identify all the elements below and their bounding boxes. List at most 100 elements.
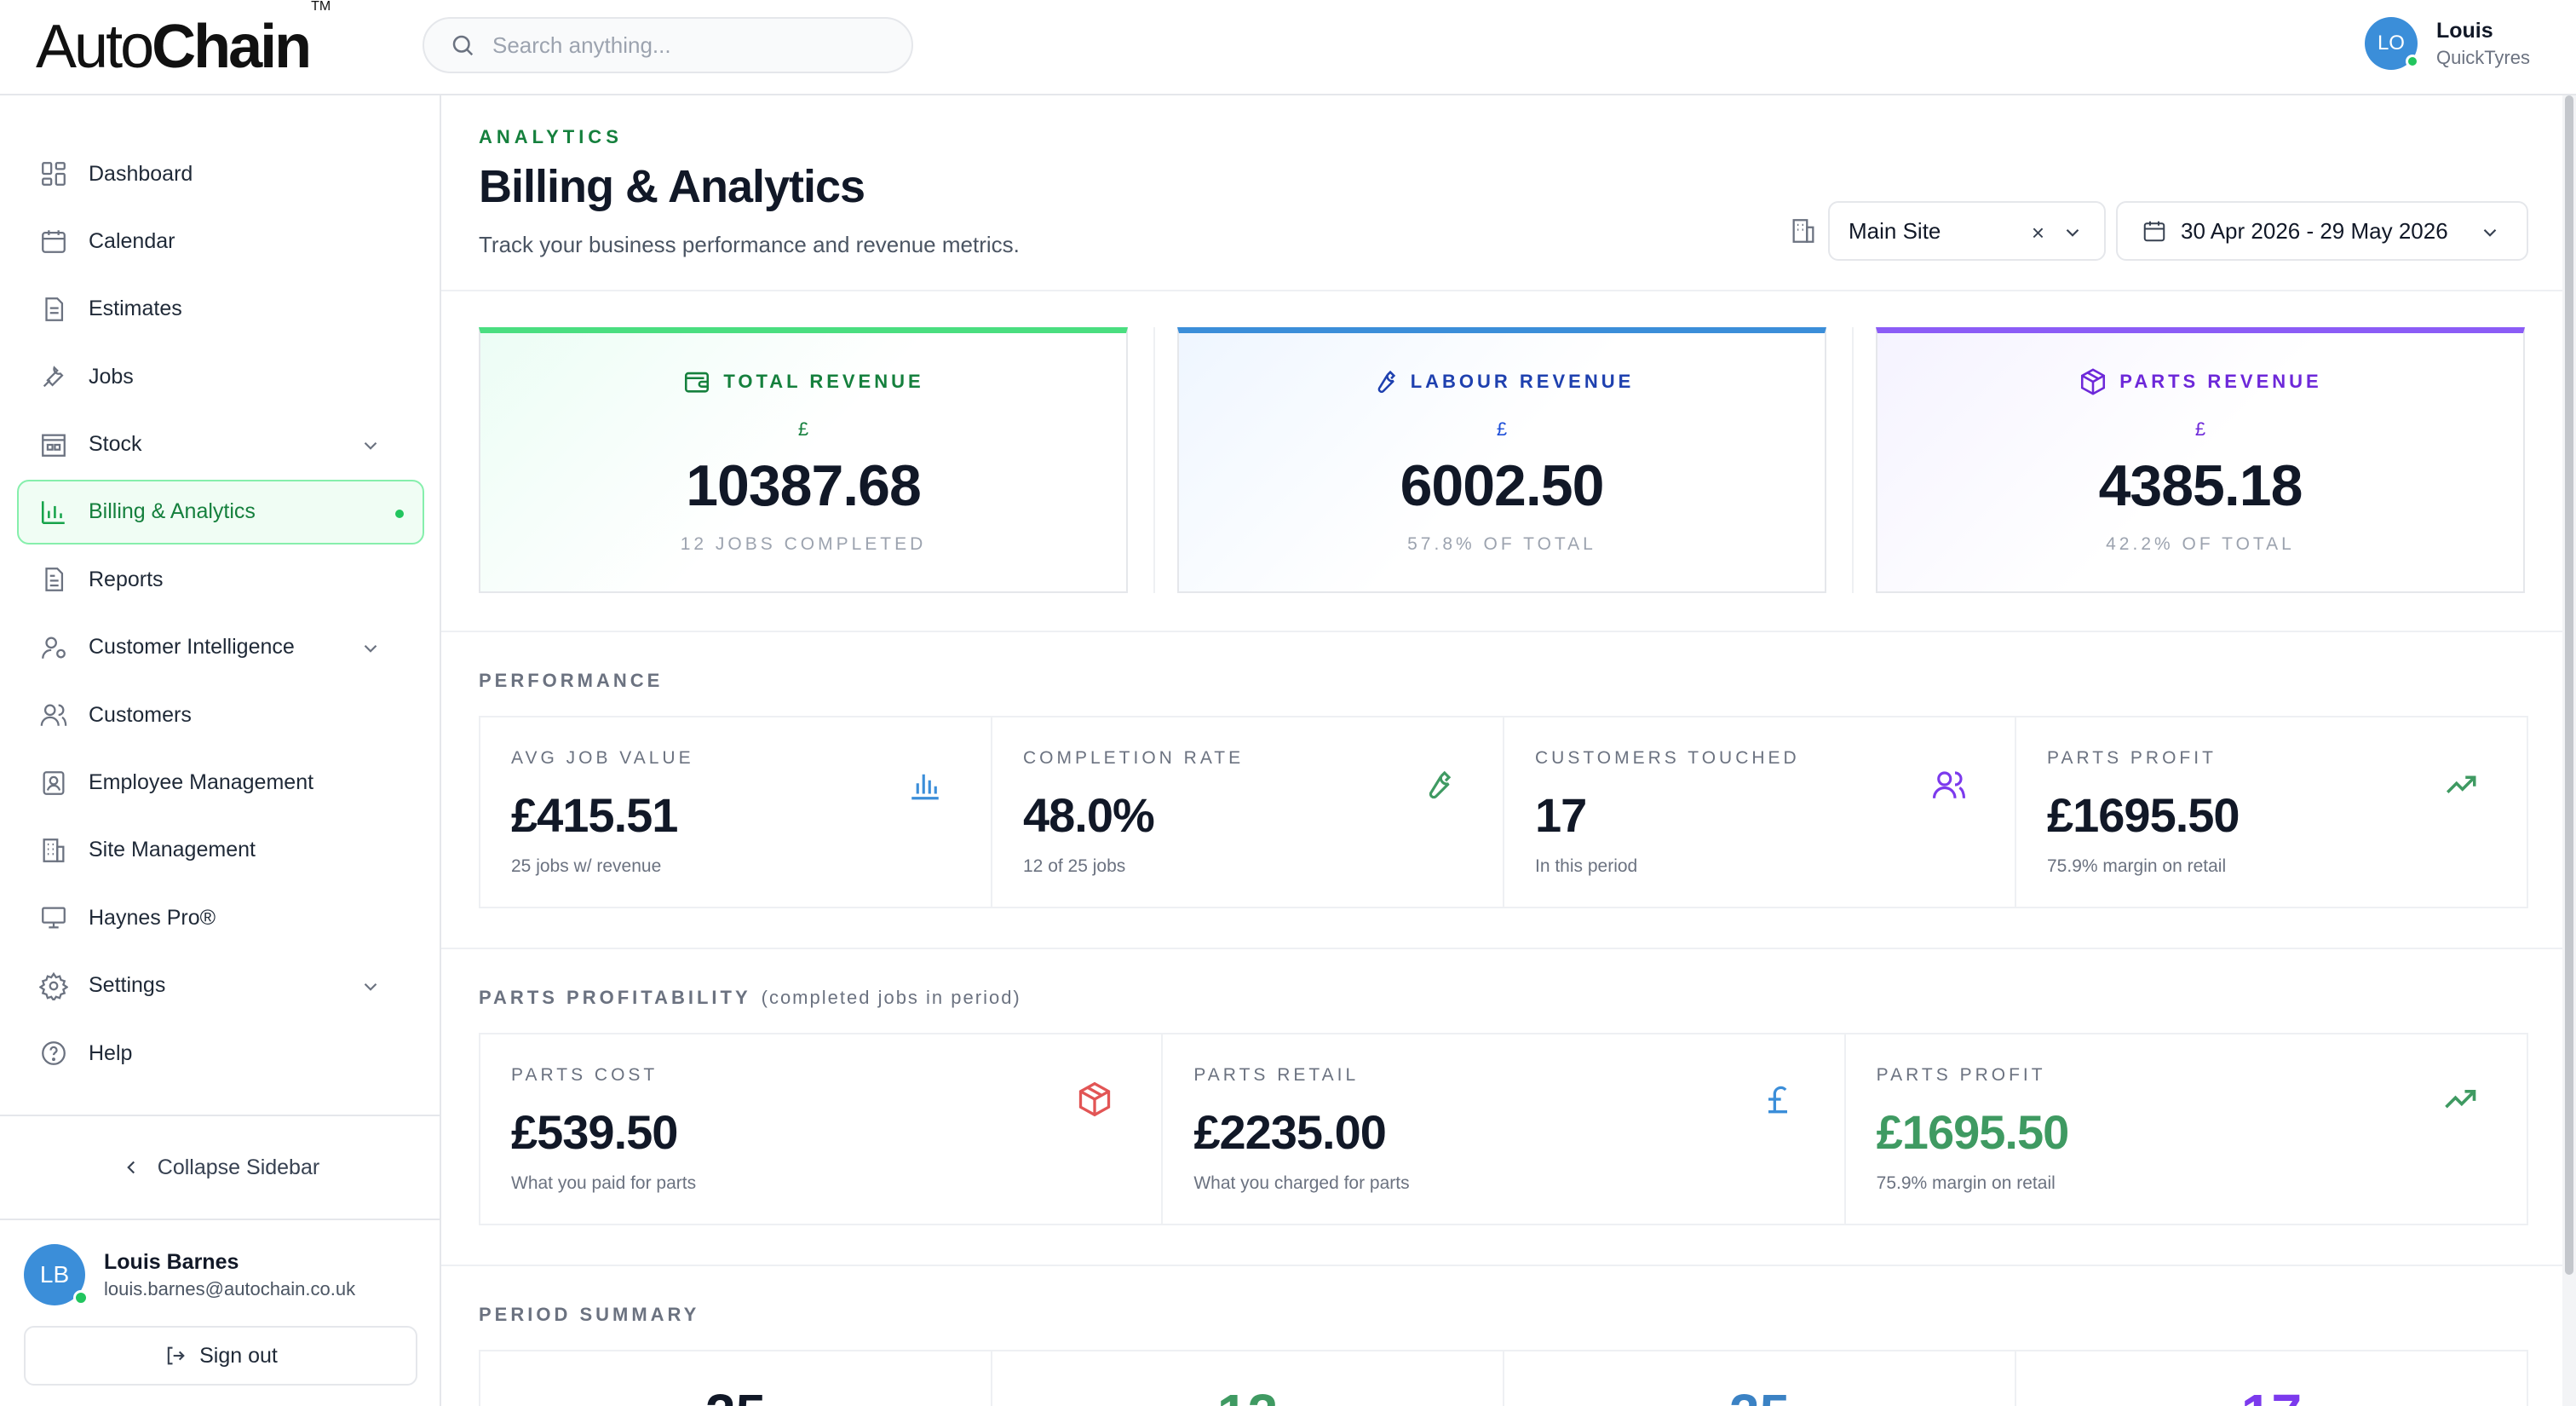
card-subtext: 12 JOBS COMPLETED (680, 534, 927, 554)
total-revenue-card: TOTAL REVENUE £ 10387.68 12 JOBS COMPLET… (479, 327, 1128, 593)
sidebar: Dashboard Calendar Estimates Jobs Stock (0, 95, 441, 1406)
gear-icon (39, 971, 68, 1000)
trending-up-icon (2445, 1090, 2476, 1109)
period-summary-section-title: PERIOD SUMMARY (479, 1304, 700, 1325)
parts-cost-card: PARTS COST £539.50 What you paid for par… (480, 1034, 1164, 1224)
profile-email: louis.barnes@autochain.co.uk (104, 1277, 356, 1299)
online-status-dot (2405, 55, 2419, 68)
calendar-icon (2143, 221, 2165, 242)
building-icon (1792, 219, 1814, 243)
card-label: PARTS COST (511, 1065, 658, 1085)
section-divider (441, 948, 2576, 949)
sidebar-item-settings[interactable]: Settings (17, 954, 424, 1018)
chevron-down-icon (364, 982, 377, 991)
completion-rate-card: COMPLETION RATE 48.0% 12 of 25 jobs (992, 717, 1504, 907)
card-value: £415.51 (511, 788, 678, 842)
sidebar-item-calendar[interactable]: Calendar (17, 209, 424, 274)
search-input[interactable] (492, 32, 867, 59)
labour-revenue-card: LABOUR REVENUE £ 6002.50 57.8% OF TOTAL (1177, 327, 1826, 593)
page-title: Billing & Analytics (479, 161, 865, 212)
card-label: PARTS PROFIT (2047, 748, 2217, 768)
chevron-down-icon (364, 644, 377, 653)
card-label: COMPLETION RATE (1023, 748, 1245, 768)
avg-job-value-card: AVG JOB VALUE £415.51 25 jobs w/ revenue (480, 717, 992, 907)
sidebar-profile[interactable]: LB Louis Barnes louis.barnes@autochain.c… (24, 1244, 355, 1305)
sidebar-item-billing-analytics[interactable]: Billing & Analytics (17, 479, 424, 545)
sidebar-item-label: Dashboard (89, 161, 193, 186)
sidebar-item-label: Customer Intelligence (89, 635, 295, 660)
sidebar-item-reports[interactable]: Reports (17, 547, 424, 612)
card-value: 4385.18 (2098, 453, 2303, 518)
card-label: PARTS PROFIT (1876, 1065, 2046, 1085)
avatar[interactable]: LB (24, 1244, 89, 1305)
section-divider (441, 290, 2576, 291)
card-label: PARTS REVENUE (2119, 371, 2322, 392)
parts-profit-card: PARTS PROFIT £1695.50 75.9% margin on re… (2016, 717, 2527, 907)
avatar[interactable]: LO (2364, 17, 2419, 70)
sidebar-nav: Dashboard Calendar Estimates Jobs Stock (17, 141, 424, 1088)
page-scrollbar[interactable] (2562, 95, 2576, 1406)
users-icon (40, 704, 67, 726)
package-icon (2081, 368, 2106, 395)
bar-chart-icon (911, 774, 939, 800)
sidebar-item-label: Employee Management (89, 770, 314, 795)
card-subtext: 25 jobs w/ revenue (511, 856, 662, 876)
help-circle-icon (42, 1041, 66, 1065)
sidebar-item-label: Reports (89, 567, 164, 591)
trending-up-icon (2447, 775, 2476, 793)
sidebar-item-help[interactable]: Help (17, 1021, 424, 1086)
wallet-icon (685, 372, 710, 393)
card-label: AVG JOB VALUE (511, 748, 694, 768)
site-select[interactable]: Main Site × (1828, 201, 2106, 261)
user-organization: QuickTyres (2435, 46, 2530, 68)
sidebar-item-stock[interactable]: Stock (17, 412, 424, 477)
card-header: LABOUR REVENUE (1179, 367, 1825, 396)
date-range-value: 30 Apr 2026 - 29 May 2026 (2181, 217, 2448, 244)
sidebar-item-label: Customers (89, 702, 192, 727)
section-title-note: (completed jobs in period) (761, 987, 1021, 1008)
monitor-icon (42, 907, 66, 929)
card-value: 6002.50 (1400, 453, 1605, 518)
summary-value: 25 (1504, 1351, 2016, 1406)
parts-profitability-cards: PARTS COST £539.50 What you paid for par… (479, 1033, 2528, 1225)
calendar-icon (42, 230, 66, 254)
sidebar-item-estimates[interactable]: Estimates (17, 277, 424, 342)
sidebar-item-haynes-pro[interactable]: Haynes Pro® (17, 885, 424, 950)
card-subtext: 57.8% OF TOTAL (1407, 534, 1596, 554)
page-eyebrow: ANALYTICS (479, 126, 623, 147)
date-range-picker[interactable]: 30 Apr 2026 - 29 May 2026 (2116, 201, 2528, 261)
users-icon (1932, 771, 1966, 798)
sidebar-item-label: Haynes Pro® (89, 905, 216, 930)
sidebar-item-employee-management[interactable]: Employee Management (17, 751, 424, 815)
warehouse-icon (42, 434, 66, 457)
sidebar-item-customer-intelligence[interactable]: Customer Intelligence (17, 615, 424, 680)
clear-site-button[interactable]: × (2031, 220, 2044, 245)
sidebar-item-dashboard[interactable]: Dashboard (17, 141, 424, 206)
search-bar[interactable] (423, 17, 913, 73)
card-value: £1695.50 (1876, 1105, 2070, 1159)
profile-name: Louis Barnes (104, 1249, 239, 1274)
sidebar-item-customers[interactable]: Customers (17, 683, 424, 747)
card-value: £1695.50 (2047, 788, 2240, 842)
user-menu[interactable]: LO Louis QuickTyres (2364, 17, 2530, 70)
customers-touched-card: CUSTOMERS TOUCHED 17 In this period (1504, 717, 2016, 907)
sidebar-item-label: Stock (89, 432, 142, 457)
section-divider (441, 631, 2576, 632)
chevron-down-icon (2483, 228, 2497, 237)
sidebar-item-label: Jobs (89, 364, 134, 389)
card-label: LABOUR REVENUE (1410, 371, 1635, 392)
card-subtext: What you charged for parts (1193, 1173, 1410, 1193)
collapse-sidebar-button[interactable]: Collapse Sidebar (0, 1115, 440, 1220)
sign-out-label: Sign out (199, 1343, 278, 1368)
site-select-value: Main Site (1849, 217, 1941, 244)
report-icon (45, 568, 64, 592)
card-subtext: 42.2% OF TOTAL (2106, 534, 2295, 554)
sidebar-item-site-management[interactable]: Site Management (17, 818, 424, 883)
autochain-logo[interactable]: AutoChainTM (36, 0, 331, 82)
sidebar-item-jobs[interactable]: Jobs (17, 344, 424, 409)
sign-out-button[interactable]: Sign out (24, 1326, 417, 1386)
pound-sign-icon (1768, 1086, 1787, 1114)
summary-value: 17 (2016, 1351, 2527, 1406)
chevron-left-icon (127, 1161, 135, 1174)
scrollbar-thumb[interactable] (2565, 95, 2573, 1275)
